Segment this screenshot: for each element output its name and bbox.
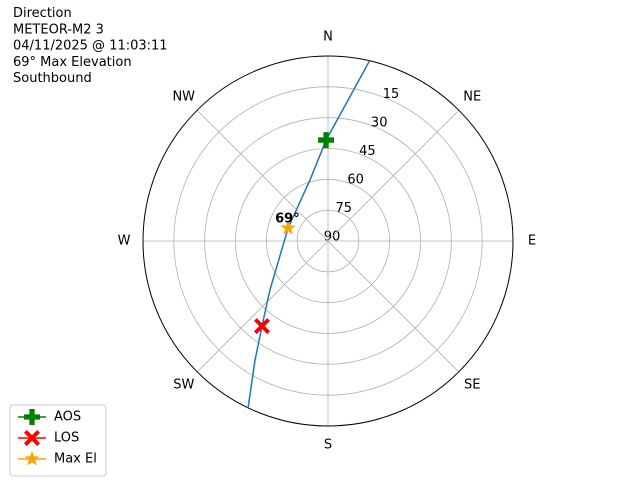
plot-border [142,55,514,427]
grid-spoke [196,109,329,242]
r-tick-label: 60 [347,173,364,188]
theta-tick-label: NE [463,89,481,104]
grid-spoke [327,240,460,373]
annotation: 69° [275,212,300,227]
r-tick-label: 75 [336,201,353,216]
r-tick-label: 15 [383,87,400,102]
grid-spoke [327,109,460,242]
title-line: 69° Max Elevation [13,55,132,70]
title-line: METEOR-M2 3 [13,22,104,37]
grid-spoke [196,240,329,373]
marker-x [253,318,270,335]
marker-star [280,220,296,235]
title-line: Southbound [13,71,92,86]
marker-plus [318,132,335,149]
legend-marker [24,430,40,446]
legend-marker [24,451,40,466]
theta-tick-label: SE [464,378,480,393]
legend-label: Max El [54,452,97,467]
legend: AOS LOS Max El [9,404,107,477]
legend-marker [24,409,40,425]
theta-tick-label: S [324,438,332,453]
legend-label: LOS [54,431,79,446]
title-line: 04/11/2025 @ 11:03:11 [13,39,168,54]
theta-tick-label: SW [173,378,194,393]
legend-label: AOS [54,410,81,425]
title-line: Direction [13,6,72,21]
theta-tick-label: E [528,234,536,249]
theta-tick-label: W [118,234,131,249]
r-tick-label: 30 [371,116,388,131]
theta-tick-label: NW [172,89,195,104]
r-tick-label: 45 [359,144,376,159]
theta-tick-label: N [323,30,333,45]
